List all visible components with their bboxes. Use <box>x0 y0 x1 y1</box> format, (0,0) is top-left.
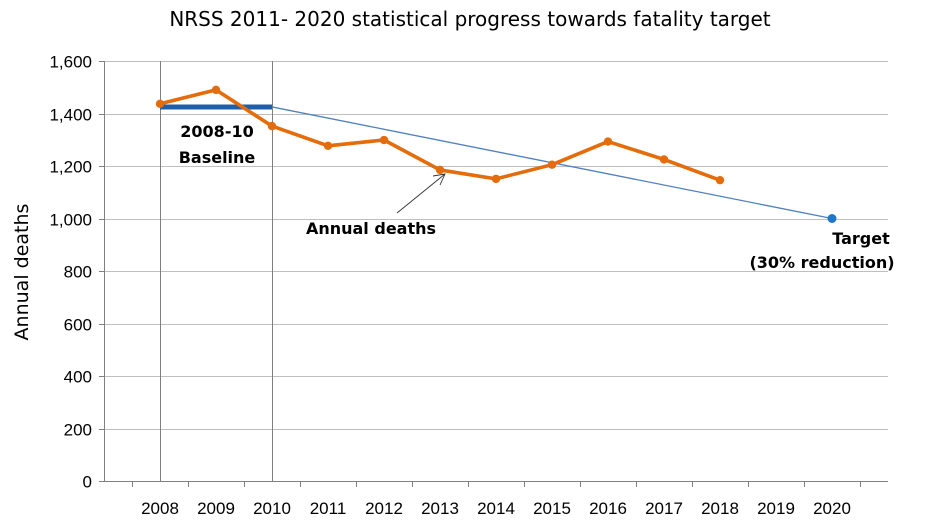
x-tick-label: 2012 <box>365 499 403 518</box>
grid-lines <box>104 61 888 430</box>
target-label-line1: Target <box>832 229 890 248</box>
annual-deaths-point-2013 <box>435 165 445 175</box>
x-tick-label: 2017 <box>645 499 683 518</box>
baseline-label-line1: 2008-10 <box>180 122 253 141</box>
y-tick-label: 1,000 <box>49 211 92 230</box>
x-tick-label: 2018 <box>701 499 739 518</box>
annual-deaths-arrow-head <box>432 173 446 186</box>
x-tick-label: 2008 <box>141 499 179 518</box>
annual-deaths-label: Annual deaths <box>306 219 436 238</box>
annual-deaths-point-2009 <box>211 85 221 95</box>
x-tick-label: 2013 <box>421 499 459 518</box>
axes: 0 200 400 600 800 1,000 1,200 1,400 1,600 2008 200… <box>49 53 888 518</box>
annual-deaths-point-2011 <box>323 141 333 150</box>
y-axis-label: Annual deaths <box>11 204 33 341</box>
annual-deaths-point-2018 <box>715 175 725 185</box>
annual-deaths-point-2017 <box>659 155 669 164</box>
y-tick-label: 1,600 <box>49 53 92 72</box>
annual-deaths-point-2016 <box>603 137 613 146</box>
chart-title: NRSS 2011- 2020 statistical progress tow… <box>169 7 770 31</box>
annotations: 2008-10 Baseline Annual deaths Target (3… <box>179 122 895 272</box>
x-tick-label: 2014 <box>477 499 515 518</box>
target-point <box>827 214 837 223</box>
x-tick-label: 2011 <box>310 499 347 518</box>
x-tick-label: 2016 <box>589 499 627 518</box>
annual-deaths-point-2008 <box>155 99 165 108</box>
annual-deaths-point-2015 <box>547 160 557 169</box>
y-tick-label: 200 <box>64 421 92 440</box>
y-tick-label: 600 <box>64 316 92 335</box>
series <box>155 85 837 223</box>
annual-deaths-point-2010 <box>267 121 277 131</box>
annual-deaths-point-2014 <box>491 174 501 184</box>
y-tick-label: 1,200 <box>49 158 92 177</box>
x-tick-label: 2010 <box>253 499 291 518</box>
annual-deaths-arrow-line <box>396 173 446 214</box>
x-tick-label: 2019 <box>757 499 795 518</box>
y-tick-label: 800 <box>64 263 92 282</box>
y-tick-label: 0 <box>83 473 92 492</box>
target-label-line2: (30% reduction) <box>749 253 894 272</box>
y-tick-label: 1,400 <box>49 106 92 125</box>
x-tick-label: 2020 <box>813 499 851 518</box>
x-tick-label: 2009 <box>197 499 235 518</box>
baseline-label-line2: Baseline <box>179 148 256 167</box>
y-tick-label: 400 <box>64 368 92 387</box>
annual-deaths-point-2012 <box>379 135 389 145</box>
x-tick-label: 2015 <box>533 499 571 518</box>
